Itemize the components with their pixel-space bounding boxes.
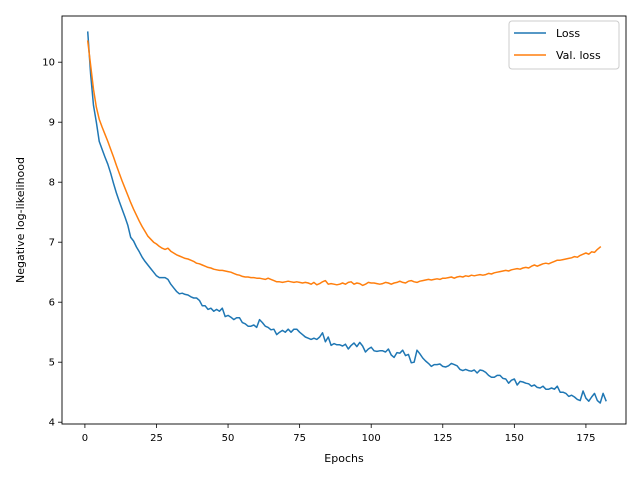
y-tick-label: 7 [49,238,55,249]
series-line-loss [86,31,607,404]
series-layer [86,31,607,404]
legend-label-loss: Loss [556,27,580,40]
y-tick-label: 10 [42,58,55,69]
x-tick-label: 100 [362,433,381,444]
y-tick-label: 5 [49,358,55,369]
plot-area [62,16,626,424]
x-tick-label: 125 [433,433,452,444]
x-tick-label: 25 [150,433,163,444]
x-tick-label: 0 [82,433,88,444]
x-axis-ticks: 0 25 50 75 100 125 150 175 [82,424,595,444]
plot-frame [61,15,627,425]
y-tick-label: 8 [49,178,55,189]
legend: Loss Val. loss [508,20,620,70]
y-axis-ticks: 4 5 6 7 8 9 10 [42,58,62,429]
x-tick-label: 75 [293,433,306,444]
y-tick-label: 6 [49,298,55,309]
y-tick-label: 9 [49,118,55,129]
y-tick-label: 4 [49,418,55,429]
x-axis-label: Epochs [324,452,364,465]
legend-label-val-loss: Val. loss [556,49,601,62]
x-tick-label: 50 [222,433,235,444]
series-line-val-loss [86,40,602,287]
y-axis-label: Negative log-likelihood [14,157,27,283]
x-tick-label: 150 [505,433,524,444]
x-tick-label: 175 [576,433,595,444]
